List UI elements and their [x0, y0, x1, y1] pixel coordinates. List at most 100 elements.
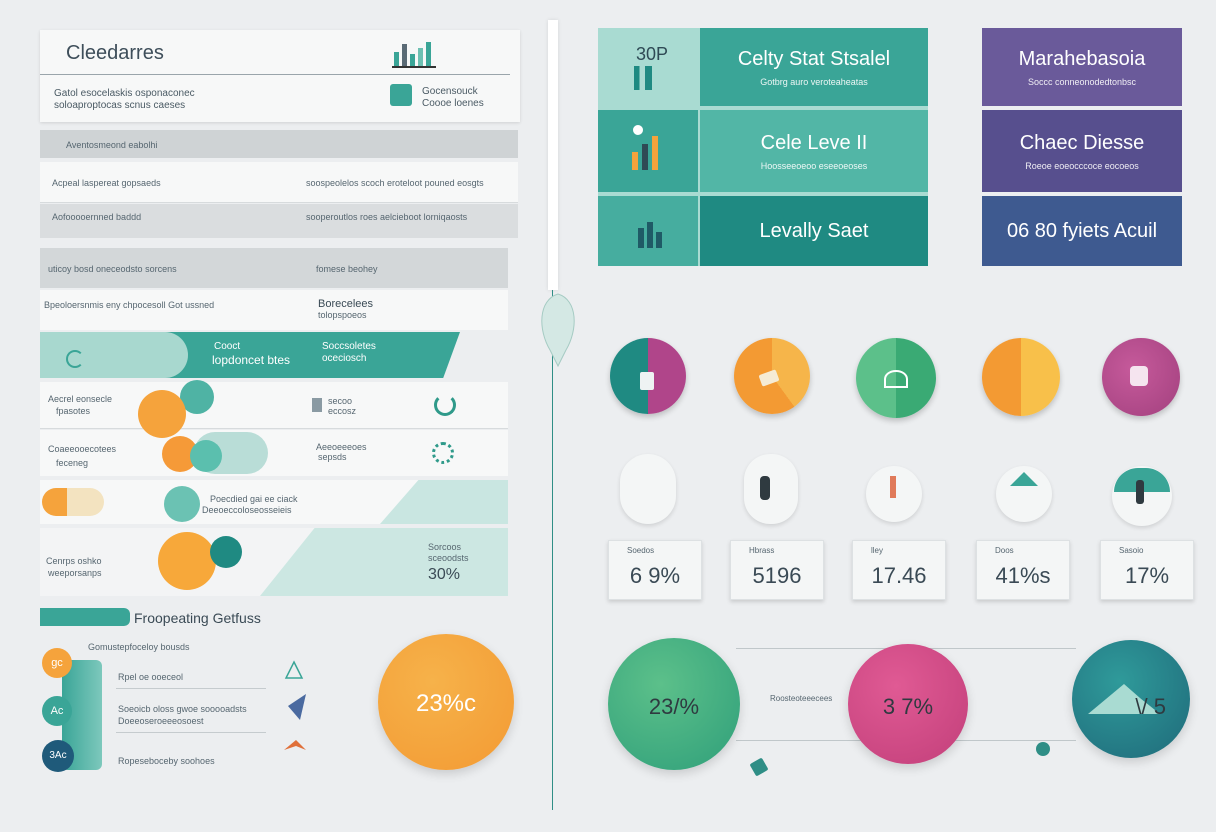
- item-4-right-2: sceoodsts: [428, 553, 469, 563]
- pink-circle-value: 3 7%: [882, 694, 934, 719]
- swirl-icon: [66, 350, 84, 368]
- teal-card-1-sub: Gotbrg auro veroteaheatas: [760, 76, 868, 87]
- stat-box-4: Doos 41%s: [976, 540, 1070, 600]
- teal-label-1: Cooct: [214, 341, 241, 352]
- row-4-left: Bpeoloersnmis eny chpocesoll Got ussned: [44, 300, 215, 310]
- item-2-left-2: feceneg: [56, 458, 89, 468]
- gray-row: [40, 130, 518, 158]
- blue-card-3: 06 80 fyiets Acuil: [982, 196, 1182, 266]
- triangle-icon: [284, 660, 304, 685]
- gray-row-label: Aventosmeond eabolhi: [66, 140, 158, 150]
- badge-3: 3Ac: [42, 740, 74, 772]
- arrow-icon: [282, 738, 308, 763]
- item-4-right-1: Sorcoos: [428, 542, 462, 552]
- mountain-icon: [1084, 674, 1164, 723]
- dropper-icon: [1036, 742, 1050, 756]
- stat-label: Sasoio: [1119, 546, 1144, 555]
- growth-chart-icon: [630, 122, 670, 177]
- stat-box-5: Sasoio 17%: [1100, 540, 1194, 600]
- footer-title: Froopeating Getfuss: [134, 610, 261, 626]
- item-4-left-1: Cenrps oshko: [46, 556, 102, 566]
- stat-label: Soedos: [627, 546, 655, 555]
- row-4-right-sub: tolopspoeos: [318, 310, 367, 320]
- item-2-mid-2: sepsds: [318, 452, 347, 462]
- teal-card-1: Celty Stat Stsalel Gotbrg auro veroteahe…: [700, 28, 928, 106]
- stat-value: 17.46: [871, 563, 927, 588]
- purple-card-2: Chaec Diesse Roeoe eoeocccoce eocoeos: [982, 110, 1182, 192]
- roof-icon: [1008, 470, 1040, 493]
- ribbon-icon: [528, 290, 588, 375]
- header-sub-2: soloaproptocas scnus caeses: [54, 100, 186, 111]
- footer-item-3: Ropeseboceby soohoes: [118, 756, 215, 766]
- row-2-right: sooperoutlos roes aelcieboot lorniqaosts: [306, 212, 468, 222]
- purple-card-1-sub: Soccc conneonodedtonbsc: [1027, 76, 1137, 87]
- item-4-value: 30%: [428, 566, 461, 583]
- recycle-icon: [434, 394, 456, 416]
- item-1-left-1: Aecrel eonsecle: [48, 394, 113, 404]
- row-4-right-title: Borecelees: [318, 298, 374, 310]
- blue-card-3-title: 06 80 fyiets Acuil: [1006, 219, 1158, 242]
- page-title: Cleedarres: [66, 42, 164, 64]
- stat-box-2: Hbrass 5196: [730, 540, 824, 600]
- bottle-icon: [1130, 366, 1148, 386]
- purple-card-2-sub: Roeoe eoeocccoce eocoeos: [1025, 160, 1139, 171]
- item-2-mid-1: Aeeoeeeoes: [316, 442, 367, 452]
- green-circle: [608, 638, 740, 770]
- stat-label: lley: [871, 546, 884, 555]
- orange-circle: [158, 532, 216, 590]
- table-row: [40, 162, 518, 203]
- teal-label-3: Soccsoletes: [322, 341, 376, 352]
- stat-box-3: lley 17.46: [852, 540, 946, 600]
- badge-1: gc: [42, 648, 72, 678]
- vertical-line: [552, 290, 553, 810]
- orange-circle: [138, 390, 186, 438]
- teal-circle-value: \/ 5: [1135, 694, 1166, 719]
- bottle-icon: [760, 476, 770, 500]
- teal-card-3: Levally Saet: [700, 196, 928, 266]
- teal-card-2-sub: Hoosseeoeoo eseeoeoses: [760, 160, 868, 171]
- teal-card-2-title: Cele Leve II: [760, 131, 868, 154]
- pestle-icon: [890, 476, 896, 498]
- header-divider: [40, 74, 510, 75]
- purple-card-1: Marahebasoia Soccc conneonodedtonbsc: [982, 28, 1182, 106]
- footer-line: [116, 732, 266, 733]
- item-3-mid-2: Deeoeccoloseosseieis: [202, 505, 292, 515]
- clipboard-icon: [312, 398, 322, 412]
- teal-banner-tab: [40, 332, 188, 378]
- cap-icon: [884, 370, 908, 388]
- row-1-right: soospeolelos scoch eroteloot pouned eosg…: [306, 178, 484, 188]
- teal-circle: [210, 536, 242, 568]
- gear-icon: [432, 442, 454, 464]
- stat-value: 5196: [752, 563, 802, 588]
- header-badge-2: Coooe loenes: [422, 98, 484, 109]
- teal-circle: [164, 486, 200, 522]
- big-orange-circle: [378, 634, 514, 770]
- teal-card-1-badge: 30P: [636, 44, 669, 64]
- bar-icon: [634, 66, 652, 90]
- teal-circle: [190, 440, 222, 472]
- mid-label: Roosteoteeecees: [770, 694, 833, 703]
- bottle-icon: [744, 454, 798, 524]
- teal-circle: [180, 380, 214, 414]
- item-2-left-1: Coaeeooecotees: [48, 444, 117, 454]
- teal-card-1-title: Celty Stat Stsalel: [737, 47, 891, 70]
- bottle-icon: [1136, 480, 1144, 504]
- bottle-icon: [640, 372, 654, 390]
- item-3-mid-1: Poecdied gai ee ciack: [210, 494, 298, 504]
- bar-chart-icon: [392, 40, 440, 73]
- table-row: [40, 248, 508, 288]
- pink-circle: [848, 644, 968, 764]
- item-1-mid-2: eccosz: [328, 406, 357, 416]
- row-1-left: Acpeal laspereat gopsaeds: [52, 178, 161, 188]
- footer-item-1: Rpel oe ooeceol: [118, 672, 184, 682]
- header-badge-1: Gocensouck: [422, 86, 478, 97]
- item-1-mid-1: secoo: [328, 396, 353, 406]
- stat-value: 17%: [1124, 563, 1170, 588]
- table-row: [40, 290, 508, 330]
- teal-card-2: Cele Leve II Hoosseeoeoo eseeoeoses: [700, 110, 928, 192]
- orange-pie: [982, 338, 1060, 416]
- row-3-right: fomese beohey: [316, 264, 378, 274]
- pill-icon: [42, 488, 104, 516]
- teal-card-3-title: Levally Saet: [759, 219, 869, 242]
- footer-sub: Gomustepfoceloy bousds: [88, 642, 190, 652]
